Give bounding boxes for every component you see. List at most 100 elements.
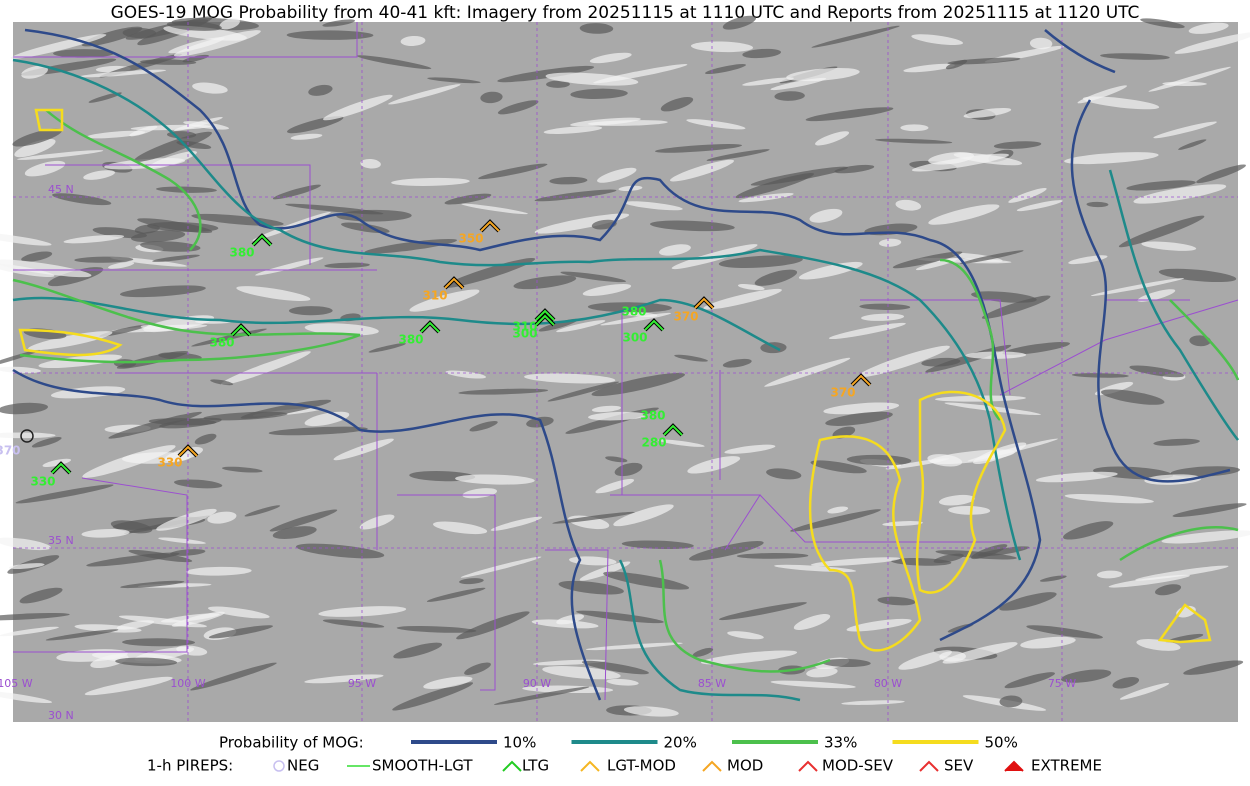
cloud xyxy=(1155,584,1182,596)
cloud xyxy=(999,695,1023,708)
cloud xyxy=(0,259,92,278)
report-icon xyxy=(252,234,272,246)
cloud xyxy=(585,642,683,651)
cloud xyxy=(166,20,222,31)
report-altitude: 310 xyxy=(422,289,447,303)
cloud xyxy=(74,256,134,263)
legend-label: MOD-SEV xyxy=(822,757,894,775)
cloud xyxy=(0,626,59,637)
legend-label: EXTREME xyxy=(1031,757,1102,775)
cloud xyxy=(1091,277,1185,296)
cloud xyxy=(861,313,905,321)
cloud xyxy=(493,686,590,705)
cloud xyxy=(137,218,213,233)
contours xyxy=(12,28,1240,702)
lat-lon-grid xyxy=(13,22,1238,722)
cloud xyxy=(207,606,270,619)
cloud xyxy=(806,667,838,678)
cloud xyxy=(960,250,1024,264)
report-altitude: 350 xyxy=(458,232,483,246)
cloud xyxy=(52,193,112,206)
cloud xyxy=(591,372,685,397)
report-icon xyxy=(178,445,198,457)
report-altitude: 370 xyxy=(830,386,855,400)
cloud xyxy=(581,660,649,675)
cloud xyxy=(689,541,764,561)
cloud xyxy=(490,516,543,531)
cloud xyxy=(1063,521,1114,540)
cloud xyxy=(427,77,481,84)
cloud xyxy=(560,271,627,283)
cloud xyxy=(140,241,201,252)
cloud xyxy=(542,665,621,680)
cloud xyxy=(1082,96,1160,110)
cloud xyxy=(1108,574,1191,588)
cloud xyxy=(158,537,206,544)
cloud xyxy=(1135,565,1229,581)
cloud xyxy=(1188,22,1229,34)
cloud xyxy=(742,48,781,59)
cloud xyxy=(546,80,570,88)
cloud xyxy=(119,285,206,298)
cloud xyxy=(388,84,461,105)
cloud xyxy=(21,65,49,79)
cloud xyxy=(878,238,902,247)
cloud xyxy=(28,331,113,351)
cloud xyxy=(322,19,356,27)
cloud xyxy=(579,23,614,34)
cloud xyxy=(1026,625,1103,639)
cloud xyxy=(1158,268,1237,283)
cloud xyxy=(364,238,457,254)
cloud xyxy=(1064,152,1159,165)
cloud xyxy=(116,620,155,630)
cloud xyxy=(687,456,741,474)
cloud xyxy=(1178,139,1207,150)
cloud xyxy=(323,94,393,121)
cloud xyxy=(900,124,929,132)
cloud xyxy=(15,484,114,504)
report-altitude: 300 xyxy=(622,331,647,345)
report-icon xyxy=(480,220,500,232)
cloud xyxy=(1101,389,1165,405)
cloud xyxy=(827,506,849,514)
cloud xyxy=(84,676,173,696)
cloud xyxy=(928,152,975,165)
lat-label: 45 N xyxy=(48,183,74,196)
cloud xyxy=(903,63,955,73)
cloud xyxy=(478,163,548,180)
cloud xyxy=(176,645,208,656)
report-icon xyxy=(444,277,464,289)
report-icon xyxy=(694,297,714,309)
lat-label: 30 N xyxy=(48,709,74,722)
report-icon xyxy=(51,462,71,474)
cloud xyxy=(0,691,53,704)
cloud xyxy=(461,203,528,215)
cloud xyxy=(1141,241,1197,251)
cloud xyxy=(1029,37,1053,50)
cloud xyxy=(21,251,53,262)
cloud xyxy=(576,610,664,624)
report-icon xyxy=(231,324,251,336)
cloud xyxy=(947,57,1021,65)
cloud xyxy=(877,596,916,606)
report-altitude: 380 xyxy=(209,336,234,350)
cloud xyxy=(1071,373,1129,378)
cloud xyxy=(582,283,632,296)
legend-icon xyxy=(1004,760,1024,772)
cloud xyxy=(811,25,900,48)
report-altitude: 300 xyxy=(512,327,537,341)
legend-icon xyxy=(502,760,522,772)
cloud xyxy=(464,662,491,675)
legend-label: MOD xyxy=(727,757,763,775)
legend-label: 10% xyxy=(503,734,536,752)
cloud xyxy=(579,561,631,581)
cloud xyxy=(368,343,406,353)
lon-label: 75 W xyxy=(1048,677,1076,690)
cloud xyxy=(455,474,535,485)
cloud xyxy=(462,488,498,499)
cloud xyxy=(208,625,273,639)
cloud xyxy=(396,625,477,633)
cloud xyxy=(828,322,906,340)
cloud xyxy=(1153,121,1217,139)
cloud xyxy=(304,674,384,684)
